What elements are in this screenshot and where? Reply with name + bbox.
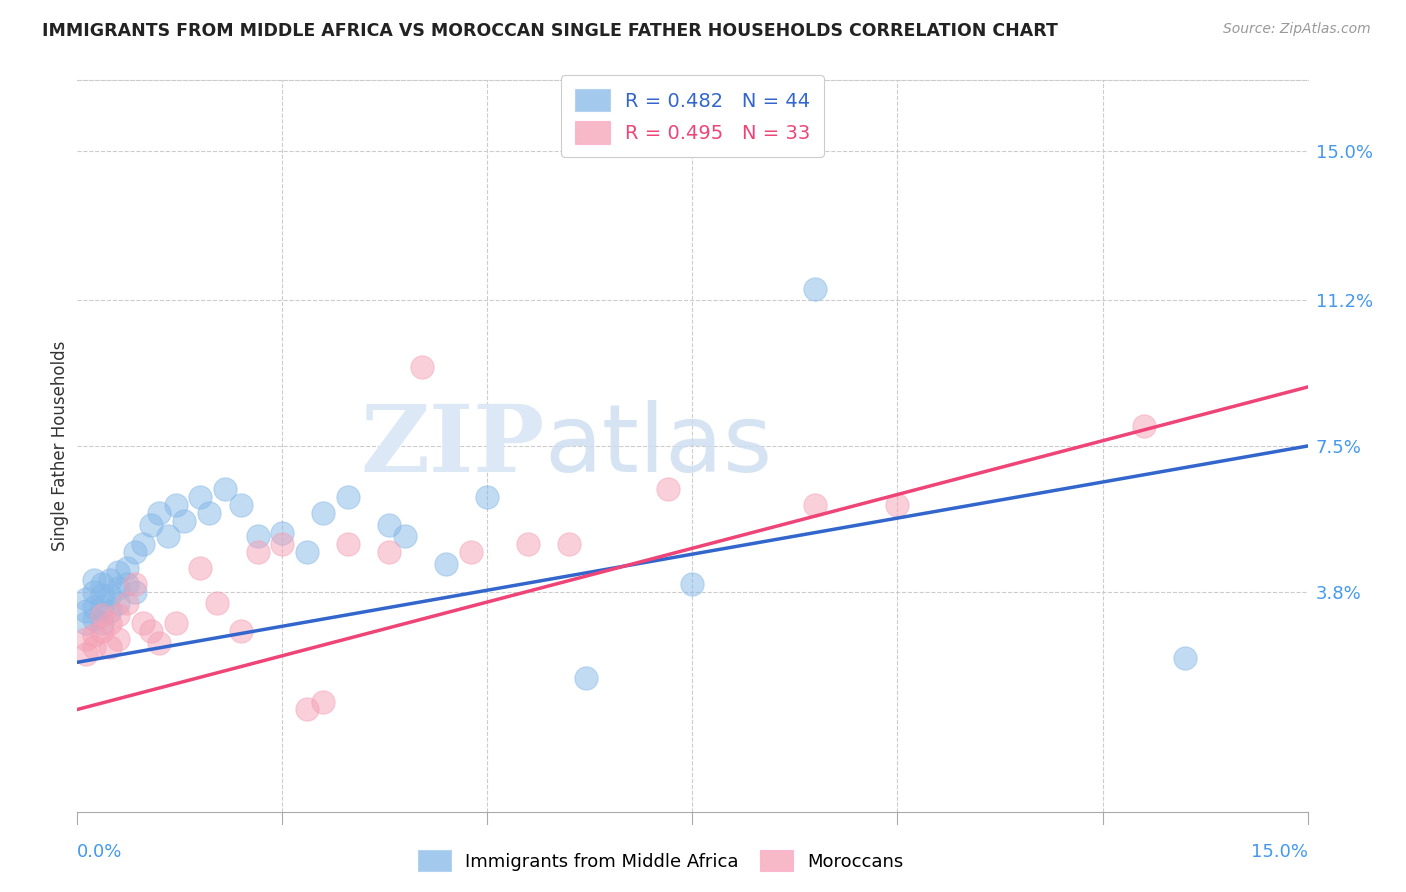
Point — [682, 576, 704, 591]
Point — [205, 596, 228, 610]
Point — [295, 702, 318, 716]
Point — [98, 615, 121, 630]
Text: IMMIGRANTS FROM MIDDLE AFRICA VS MOROCCAN SINGLE FATHER HOUSEHOLDS CORRELATION C: IMMIGRANTS FROM MIDDLE AFRICA VS MOROCCA… — [42, 22, 1059, 40]
Point — [115, 596, 138, 610]
Point — [75, 604, 97, 618]
Point — [165, 615, 187, 630]
Point — [141, 517, 163, 532]
Point — [156, 529, 179, 543]
Point — [558, 537, 581, 551]
Point — [394, 529, 416, 543]
Point — [132, 537, 155, 551]
Point — [107, 565, 129, 579]
Text: 0.0%: 0.0% — [77, 843, 122, 861]
Point — [246, 529, 269, 543]
Point — [90, 624, 114, 638]
Point — [411, 360, 433, 375]
Point — [517, 537, 540, 551]
Point — [90, 600, 114, 615]
Point — [271, 525, 294, 540]
Point — [83, 640, 105, 654]
Point — [83, 573, 105, 587]
Point — [804, 282, 827, 296]
Point — [886, 498, 908, 512]
Point — [312, 506, 335, 520]
Point — [804, 498, 827, 512]
Point — [124, 545, 146, 559]
Point — [575, 671, 598, 685]
Legend: R = 0.482   N = 44, R = 0.495   N = 33: R = 0.482 N = 44, R = 0.495 N = 33 — [561, 75, 824, 157]
Point — [148, 635, 170, 649]
Point — [98, 640, 121, 654]
Text: 15.0%: 15.0% — [1250, 843, 1308, 861]
Point — [132, 615, 155, 630]
Point — [188, 490, 212, 504]
Point — [75, 615, 97, 630]
Point — [124, 584, 146, 599]
Point — [312, 695, 335, 709]
Point — [197, 506, 219, 520]
Point — [141, 624, 163, 638]
Legend: Immigrants from Middle Africa, Moroccans: Immigrants from Middle Africa, Moroccans — [411, 843, 911, 879]
Point — [337, 490, 360, 504]
Point — [657, 482, 679, 496]
Point — [214, 482, 236, 496]
Point — [75, 648, 97, 662]
Text: Source: ZipAtlas.com: Source: ZipAtlas.com — [1223, 22, 1371, 37]
Point — [83, 600, 105, 615]
Point — [75, 632, 97, 646]
Point — [83, 584, 105, 599]
Point — [246, 545, 269, 559]
Point — [1174, 651, 1197, 665]
Text: ZIP: ZIP — [360, 401, 546, 491]
Point — [231, 624, 253, 638]
Point — [148, 506, 170, 520]
Point — [107, 581, 129, 595]
Point — [90, 608, 114, 623]
Point — [107, 596, 129, 610]
Point — [378, 517, 401, 532]
Point — [1132, 419, 1154, 434]
Point — [124, 576, 146, 591]
Point — [231, 498, 253, 512]
Point — [107, 608, 129, 623]
Point — [477, 490, 499, 504]
Point — [98, 604, 121, 618]
Point — [271, 537, 294, 551]
Point — [295, 545, 318, 559]
Point — [90, 615, 114, 630]
Point — [115, 576, 138, 591]
Point — [90, 576, 114, 591]
Text: atlas: atlas — [546, 400, 773, 492]
Point — [173, 514, 195, 528]
Point — [98, 573, 121, 587]
Point — [83, 612, 105, 626]
Point — [98, 589, 121, 603]
Point — [107, 632, 129, 646]
Y-axis label: Single Father Households: Single Father Households — [51, 341, 69, 551]
Point — [188, 561, 212, 575]
Point — [165, 498, 187, 512]
Point — [460, 545, 482, 559]
Point — [378, 545, 401, 559]
Point — [337, 537, 360, 551]
Point — [115, 561, 138, 575]
Point — [75, 592, 97, 607]
Point — [436, 557, 458, 571]
Point — [83, 628, 105, 642]
Point — [90, 589, 114, 603]
